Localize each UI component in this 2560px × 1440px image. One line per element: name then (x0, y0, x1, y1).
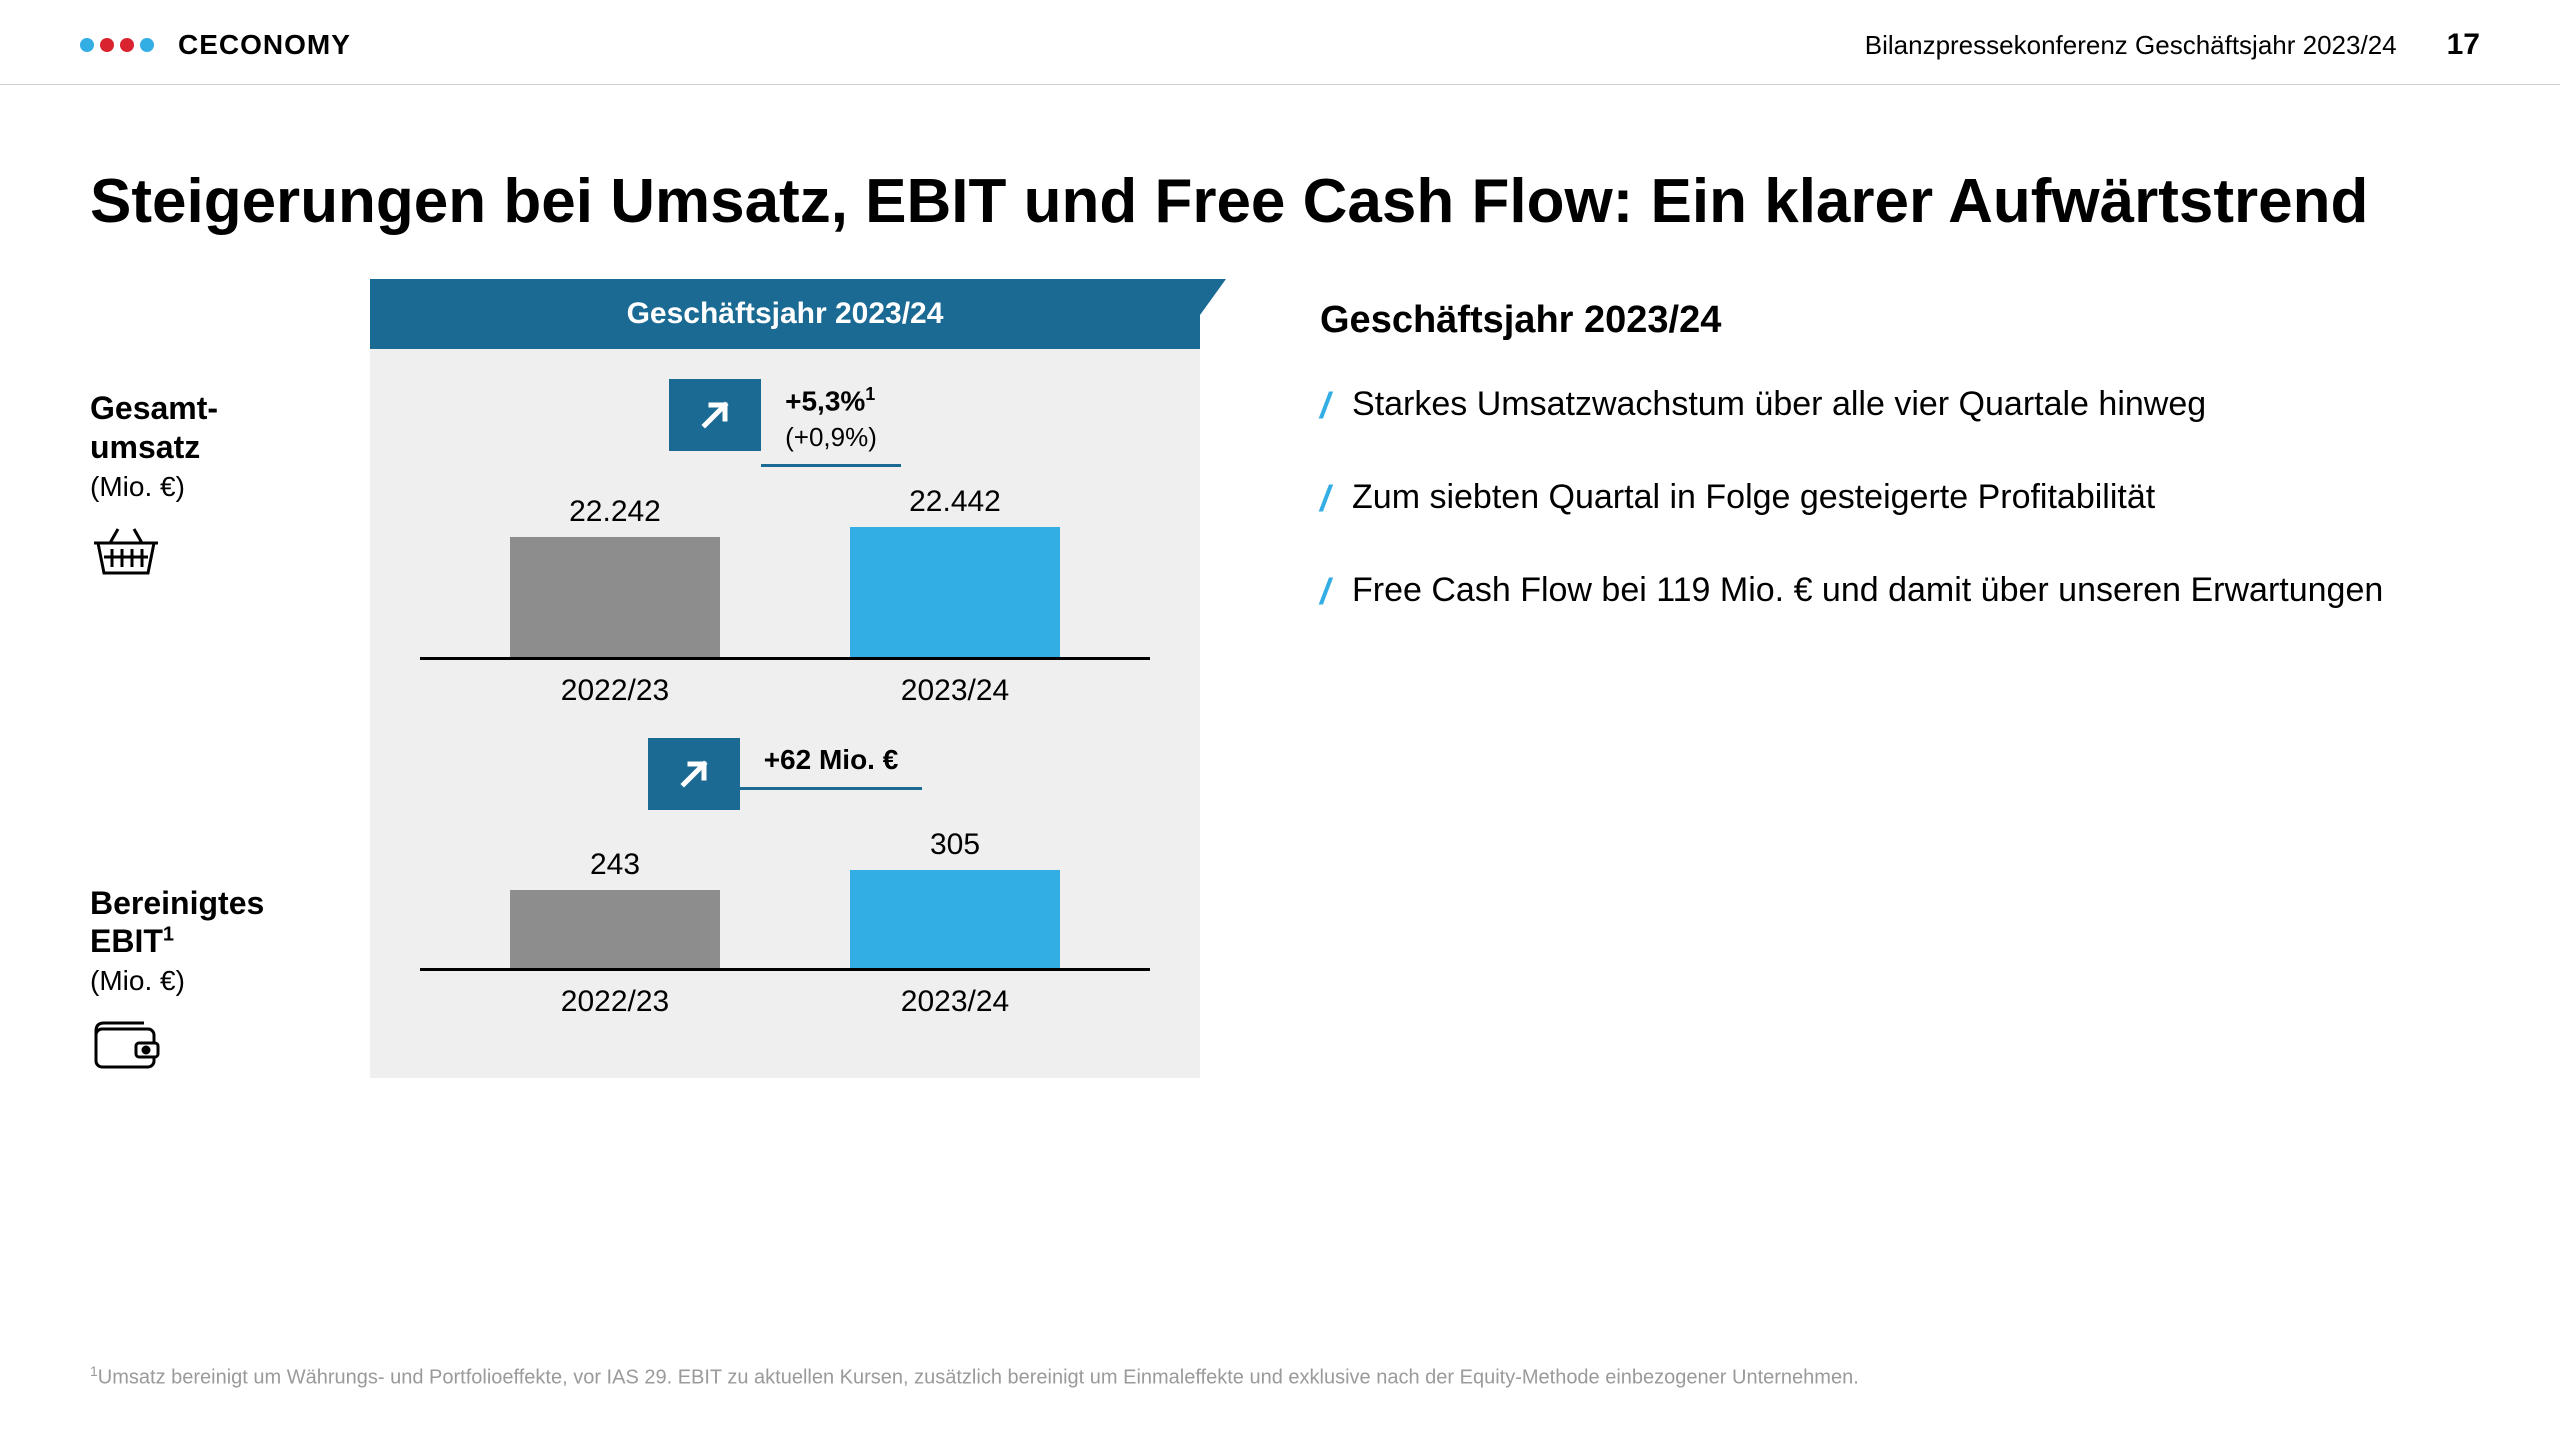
brand-dot (140, 38, 154, 52)
bullet-text: Starkes Umsatzwachstum über alle vier Qu… (1352, 382, 2206, 431)
bar-wrap: 305 (850, 828, 1060, 968)
bar-value: 305 (930, 828, 980, 862)
slide-title: Steigerungen bei Umsatz, EBIT und Free C… (90, 165, 2470, 239)
bar-wrap: 22.242 (510, 495, 720, 657)
brand-dot (80, 38, 94, 52)
title-block: Steigerungen bei Umsatz, EBIT und Free C… (0, 85, 2560, 279)
bullet-item: / Starkes Umsatzwachstum über alle vier Q… (1320, 382, 2470, 431)
bar-value: 22.242 (569, 495, 661, 529)
metric-labels-column: Gesamt-umsatz(Mio. €) Bereinigtes EBIT1(M… (90, 279, 340, 1077)
x-label: 2022/23 (510, 674, 720, 708)
page-number: 17 (2447, 28, 2480, 62)
x-labels: 2022/23 2023/24 (420, 674, 1150, 708)
bullet-text: Free Cash Flow bei 119 Mio. € und damit … (1352, 568, 2383, 617)
bar (850, 870, 1060, 968)
x-label: 2022/23 (510, 985, 720, 1019)
footnote: 1Umsatz bereinigt um Währungs- und Portf… (90, 1363, 2470, 1390)
text-column: Geschäftsjahr 2023/24 / Starkes Umsatzwac… (1320, 279, 2470, 1077)
bullet-slash-icon: / (1320, 475, 1330, 524)
brand-dots (80, 38, 154, 52)
bullet-text: Zum siebten Quartal in Folge gesteigerte… (1352, 475, 2155, 524)
bars-row: 243 305 (420, 816, 1150, 971)
bar-wrap: 22.442 (850, 485, 1060, 657)
content-row: Gesamt-umsatz(Mio. €) Bereinigtes EBIT1(M… (0, 279, 2560, 1077)
bar (510, 890, 720, 968)
wallet-icon (90, 1017, 340, 1078)
x-label: 2023/24 (850, 674, 1060, 708)
arrow-up-icon (648, 738, 740, 810)
bar-wrap: 243 (510, 848, 720, 968)
delta-row: +5,3%1(+0,9%) (420, 379, 1150, 466)
bullet-item: / Free Cash Flow bei 119 Mio. € und damit… (1320, 568, 2470, 617)
delta-text: +5,3%1(+0,9%) (761, 379, 901, 466)
chart-column: Gesamt-umsatz(Mio. €) Bereinigtes EBIT1(M… (90, 279, 1200, 1077)
brand-dot (120, 38, 134, 52)
brand-dot (100, 38, 114, 52)
bar (510, 537, 720, 657)
chart-block: +62 Mio. € 243 305 2022/23 2023/24 (370, 708, 1200, 1019)
text-heading: Geschäftsjahr 2023/24 (1320, 299, 2470, 342)
header-right: Bilanzpressekonferenz Geschäftsjahr 2023… (1865, 28, 2480, 62)
bars-row: 22.242 22.442 (420, 473, 1150, 660)
chart-banner: Geschäftsjahr 2023/24 (370, 279, 1200, 349)
x-labels: 2022/23 2023/24 (420, 985, 1150, 1019)
bullet-slash-icon: / (1320, 568, 1330, 617)
bullet-list: / Starkes Umsatzwachstum über alle vier Q… (1320, 382, 2470, 616)
metric-label-block: Gesamt-umsatz(Mio. €) (90, 389, 340, 583)
header-context: Bilanzpressekonferenz Geschäftsjahr 2023… (1865, 30, 2397, 61)
bar-value: 22.442 (909, 485, 1001, 519)
delta-row: +62 Mio. € (420, 738, 1150, 810)
brand-name: CECONOMY (178, 29, 351, 61)
bar-value: 243 (590, 848, 640, 882)
bullet-slash-icon: / (1320, 382, 1330, 431)
chart-block: +5,3%1(+0,9%) 22.242 22.442 2022/23 2023/24 (370, 349, 1200, 707)
metric-label: Bereinigtes EBIT1(Mio. €) (90, 884, 340, 999)
bar (850, 527, 1060, 657)
delta-text: +62 Mio. € (740, 738, 923, 790)
metric-label: Gesamt-umsatz(Mio. €) (90, 389, 340, 504)
header-left: CECONOMY (80, 29, 351, 61)
bullet-item: / Zum siebten Quartal in Folge gesteigert… (1320, 475, 2470, 524)
x-label: 2023/24 (850, 985, 1060, 1019)
basket-icon (90, 523, 340, 584)
chart-area: Geschäftsjahr 2023/24 +5,3%1(+0,9%)22.24… (370, 279, 1200, 1077)
metric-label-block: Bereinigtes EBIT1(Mio. €) (90, 884, 340, 1078)
arrow-up-icon (669, 379, 761, 451)
slide-header: CECONOMY Bilanzpressekonferenz Geschäfts… (0, 0, 2560, 85)
